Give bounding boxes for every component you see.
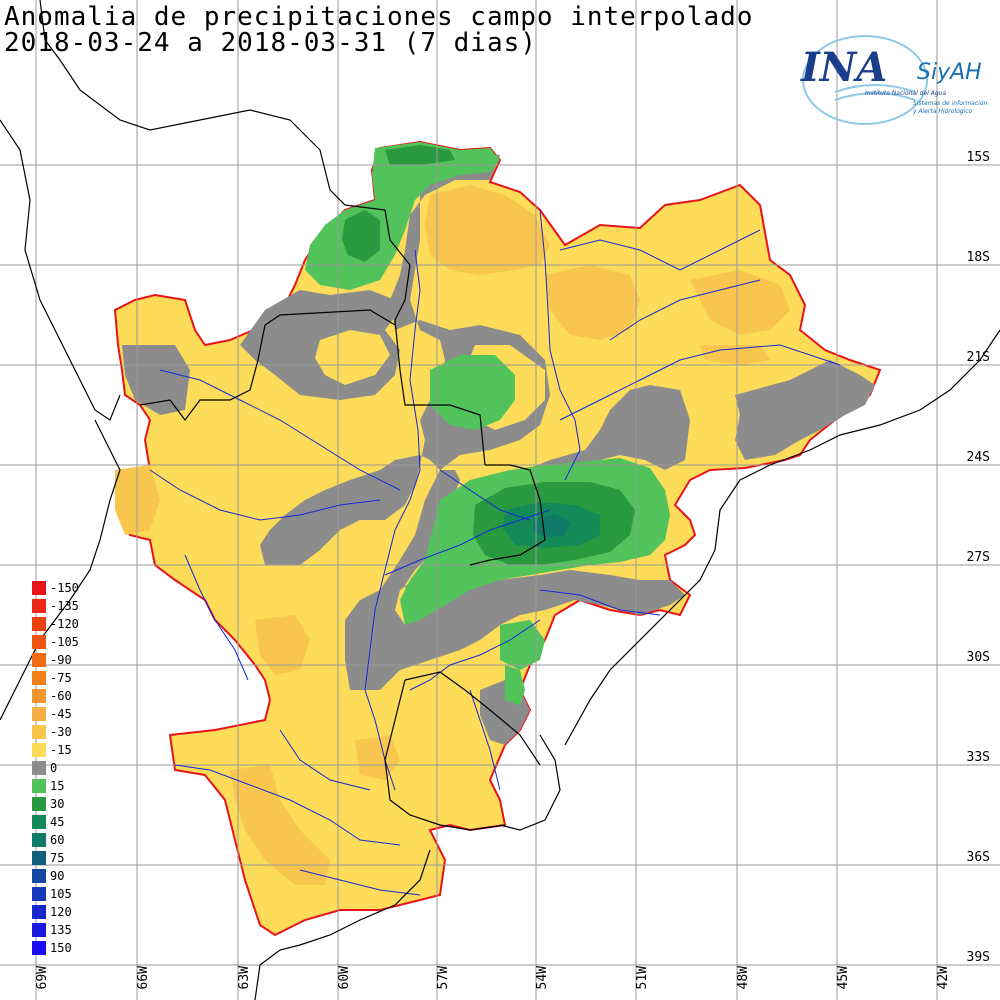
- legend-label: -90: [50, 653, 72, 667]
- legend-swatch: [32, 671, 46, 685]
- legend-swatch: [32, 869, 46, 883]
- legend-label: 150: [50, 941, 72, 955]
- legend-swatch: [32, 653, 46, 667]
- legend-label: 135: [50, 923, 72, 937]
- legend-item: 30: [32, 796, 112, 812]
- lon-label-69w: 69W: [35, 966, 50, 990]
- legend-label: -120: [50, 617, 79, 631]
- legend-swatch: [32, 707, 46, 721]
- ina-siyah-logo: INA SiyAH Instituto Nacional del Agua Si…: [795, 30, 1000, 130]
- lon-label-54w: 54W: [535, 966, 550, 990]
- lat-label-39s: 39S: [966, 950, 990, 965]
- legend-label: 75: [50, 851, 65, 865]
- lat-label-21s: 21S: [966, 350, 990, 365]
- legend-swatch: [32, 833, 46, 847]
- legend-item: 120: [32, 904, 112, 920]
- legend-item: -30: [32, 724, 112, 740]
- legend-label: 0: [50, 761, 58, 775]
- anomaly-minus30-zones: [115, 185, 790, 885]
- legend-item: 75: [32, 850, 112, 866]
- legend-item: -75: [32, 670, 112, 686]
- legend-label: 105: [50, 887, 72, 901]
- legend-label: -105: [50, 635, 79, 649]
- legend-swatch: [32, 689, 46, 703]
- lat-label-36s: 36S: [966, 850, 990, 865]
- legend-item: -135: [32, 598, 112, 614]
- legend-item: 60: [32, 832, 112, 848]
- legend-item: -120: [32, 616, 112, 632]
- legend-item: -60: [32, 688, 112, 704]
- lat-label-24s: 24S: [966, 450, 990, 465]
- lat-label-27s: 27S: [966, 550, 990, 565]
- siyah-subtitle-1: Sistemas de información: [913, 100, 988, 107]
- legend-swatch: [32, 725, 46, 739]
- legend-label: -15: [50, 743, 72, 757]
- legend-label: -45: [50, 707, 72, 721]
- legend-swatch: [32, 599, 46, 613]
- legend-swatch: [32, 581, 46, 595]
- ina-org-name: Instituto Nacional del Agua: [865, 90, 947, 97]
- rivers: [149, 209, 841, 896]
- ina-logo-graphic: [802, 35, 928, 125]
- legend-label: 30: [50, 797, 65, 811]
- legend-swatch: [32, 797, 46, 811]
- map-date-range: 2018-03-24 a 2018-03-31 (7 dias): [4, 28, 537, 58]
- lon-label-42w: 42W: [936, 966, 951, 990]
- legend-item: -150: [32, 580, 112, 596]
- map-title: Anomalia de precipitaciones campo interp…: [4, 2, 754, 32]
- legend-item: 105: [32, 886, 112, 902]
- lon-label-57w: 57W: [436, 966, 451, 990]
- legend-swatch: [32, 635, 46, 649]
- legend-swatch: [32, 617, 46, 631]
- lon-label-63w: 63W: [237, 966, 252, 990]
- legend-swatch: [32, 887, 46, 901]
- siyah-brand: SiyAH: [917, 60, 982, 85]
- ina-logo-mark: INA: [801, 44, 888, 91]
- legend-swatch: [32, 941, 46, 955]
- legend-label: 15: [50, 779, 65, 793]
- lon-label-45w: 45W: [836, 966, 851, 990]
- lat-label-30s: 30S: [966, 650, 990, 665]
- legend-label: -60: [50, 689, 72, 703]
- lat-label-18s: 18S: [966, 250, 990, 265]
- legend-swatch: [32, 779, 46, 793]
- legend-item: 0: [32, 760, 112, 776]
- legend-swatch: [32, 743, 46, 757]
- legend-swatch: [32, 815, 46, 829]
- legend-label: 120: [50, 905, 72, 919]
- lat-label-33s: 33S: [966, 750, 990, 765]
- legend-label: 60: [50, 833, 65, 847]
- legend-label: -135: [50, 599, 79, 613]
- lon-label-66w: 66W: [136, 966, 151, 990]
- legend-swatch: [32, 761, 46, 775]
- legend-item: 135: [32, 922, 112, 938]
- legend-label: 90: [50, 869, 65, 883]
- legend-swatch: [32, 905, 46, 919]
- legend-item: 45: [32, 814, 112, 830]
- legend-item: 90: [32, 868, 112, 884]
- legend-item: 15: [32, 778, 112, 794]
- legend-item: -90: [32, 652, 112, 668]
- lon-label-51w: 51W: [635, 966, 650, 990]
- legend-item: 150: [32, 940, 112, 956]
- legend-label: 45: [50, 815, 65, 829]
- lat-label-15s: 15S: [966, 150, 990, 165]
- lon-label-48w: 48W: [736, 966, 751, 990]
- lon-label-60w: 60W: [337, 966, 352, 990]
- legend-item: -105: [32, 634, 112, 650]
- legend-swatch: [32, 923, 46, 937]
- legend-item: -15: [32, 742, 112, 758]
- legend-item: -45: [32, 706, 112, 722]
- legend-label: -75: [50, 671, 72, 685]
- siyah-subtitle-2: y Alerta Hidrológico: [913, 108, 973, 115]
- legend-label: -150: [50, 581, 79, 595]
- legend-swatch: [32, 851, 46, 865]
- legend-label: -30: [50, 725, 72, 739]
